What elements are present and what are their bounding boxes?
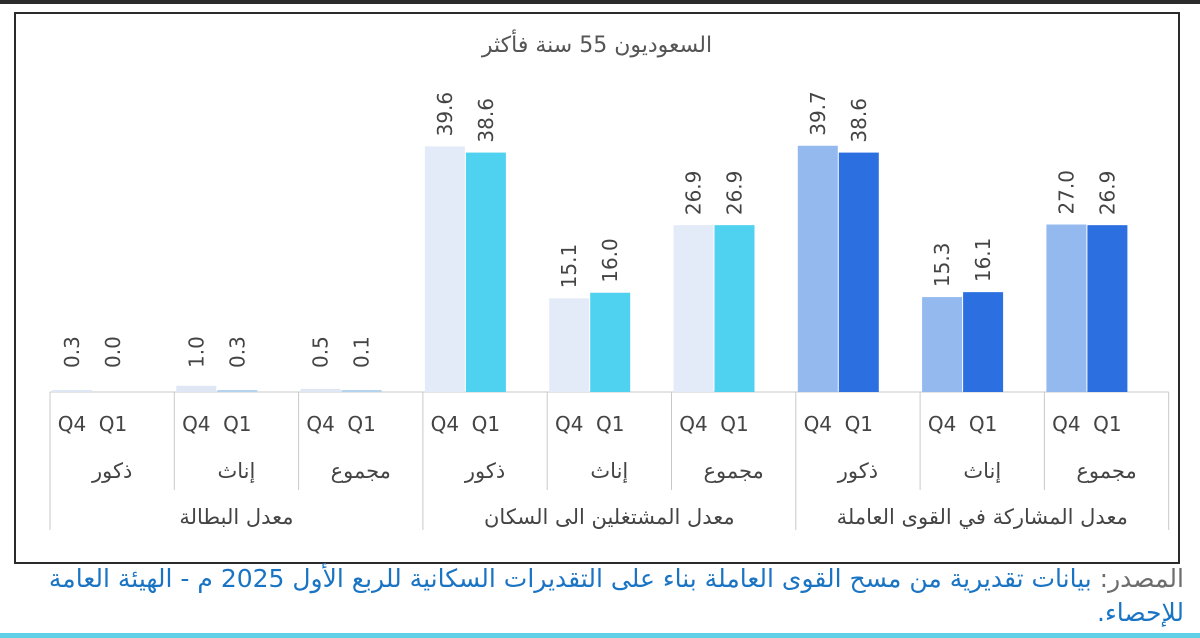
tick-label-q4: Q4: [679, 412, 707, 436]
tick-label-q1: Q1: [223, 412, 251, 436]
bar-q1: [465, 152, 506, 392]
tick-label-q1: Q1: [596, 412, 624, 436]
tick-label-q1: Q1: [969, 412, 997, 436]
tick-label-q4: Q4: [928, 412, 956, 436]
tick-label-q1: Q1: [347, 412, 375, 436]
subcategory-label: ذكور: [464, 459, 505, 483]
tick-label-q1: Q1: [472, 412, 500, 436]
tick-label-q4: Q4: [58, 412, 86, 436]
chart-title: السعوديون 55 سنة فأكثر: [481, 29, 712, 58]
subcategory-label: مجموع: [331, 459, 391, 483]
chart-frame: [14, 12, 1180, 564]
subcategory-label: إناث: [218, 459, 256, 484]
source-label: المصدر:: [1091, 564, 1184, 593]
tick-label-q4: Q4: [555, 412, 583, 436]
bar-q1: [963, 292, 1004, 392]
subcategory-label: ذكور: [837, 459, 878, 483]
bar-q1: [1087, 225, 1128, 392]
subcategory-label: مجموع: [703, 459, 763, 483]
bar-q1: [714, 225, 755, 392]
bar-q4: [176, 385, 217, 392]
data-label: 27.0: [1054, 170, 1078, 215]
data-label: 0.1: [350, 336, 374, 368]
tick-label-q4: Q4: [182, 412, 210, 436]
bar-q4: [922, 297, 963, 392]
source-text: بيانات تقديرية من مسح القوى العاملة بناء…: [48, 564, 1184, 627]
data-label: 26.9: [682, 171, 706, 216]
tick-label-q4: Q4: [306, 412, 334, 436]
data-label: 1.0: [184, 336, 208, 368]
tick-label-q1: Q1: [845, 412, 873, 436]
data-label: 15.1: [557, 244, 581, 289]
subcategory-label: إناث: [590, 459, 628, 484]
bar-q4: [424, 146, 465, 392]
data-label: 15.3: [930, 243, 954, 288]
bar-q4: [797, 145, 838, 392]
bar-q1: [590, 292, 631, 392]
data-label: 0.0: [101, 336, 125, 368]
subcategory-label: إناث: [963, 459, 1001, 484]
data-label: 0.5: [309, 336, 333, 368]
data-label: 0.3: [60, 336, 84, 368]
bar-q1: [838, 152, 879, 392]
bar-q1: [217, 390, 258, 392]
subcategory-label: ذكور: [91, 459, 132, 483]
data-label: 16.0: [598, 238, 622, 283]
bar-q4: [1046, 224, 1087, 392]
tick-label-q1: Q1: [720, 412, 748, 436]
data-label: 0.3: [225, 336, 249, 368]
data-label: 26.9: [723, 171, 747, 216]
bar-q1: [341, 390, 382, 392]
data-label: 16.1: [971, 238, 995, 283]
data-label: 39.7: [806, 91, 830, 136]
group-label: معدل المشاركة في القوى العاملة: [837, 505, 1128, 529]
group-label: معدل البطالة: [179, 505, 293, 529]
data-label: 26.9: [1095, 171, 1119, 216]
tick-label-q4: Q4: [1052, 412, 1080, 436]
data-label: 38.6: [474, 98, 498, 143]
source-note: المصدر: بيانات تقديرية من مسح القوى العا…: [16, 562, 1184, 630]
bar-q4: [549, 298, 590, 392]
bar-q4: [300, 388, 341, 392]
tick-label-q1: Q1: [1093, 412, 1121, 436]
bar-q4: [673, 225, 714, 392]
data-label: 39.6: [433, 92, 457, 137]
tick-label-q1: Q1: [99, 412, 127, 436]
bottom-rule: [0, 633, 1200, 638]
top-rule: [0, 0, 1200, 4]
plot-area: 0.3 0.0 Q4 Q1 ذكور 1.0 0.3 Q4 Q1 إناث 0.5 0.1 Q4 Q1 مج…: [49, 91, 1170, 530]
subcategory-label: مجموع: [1076, 459, 1136, 483]
tick-label-q4: Q4: [804, 412, 832, 436]
group-label: معدل المشتغلين الى السكان: [484, 505, 735, 529]
data-label: 38.6: [847, 98, 871, 143]
bar-q4: [52, 390, 92, 392]
tick-label-q4: Q4: [431, 412, 459, 436]
